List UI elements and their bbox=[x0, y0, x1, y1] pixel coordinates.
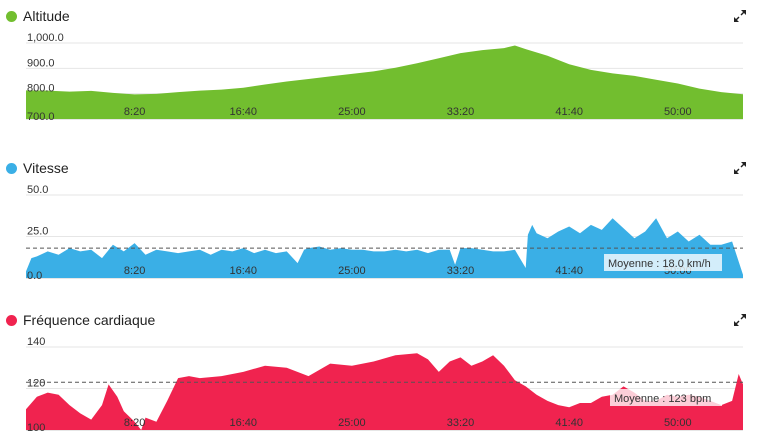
altitude-y-tick-label: 700.0 bbox=[27, 111, 55, 123]
heart-rate-x-tick-label: 16:40 bbox=[230, 417, 258, 429]
heart-rate-area-series[interactable] bbox=[26, 353, 743, 430]
altitude-x-tick-label: 25:00 bbox=[338, 106, 366, 118]
heart-rate-average-label: Moyenne : 123 bpm bbox=[614, 393, 711, 405]
heart-rate-legend-dot[interactable] bbox=[6, 314, 17, 326]
altitude-x-tick-label: 50:00 bbox=[664, 106, 692, 118]
heart-rate-x-tick-label: 50:00 bbox=[664, 417, 692, 429]
expand-icon[interactable] bbox=[733, 161, 747, 175]
heart-rate-y-tick-label: 120 bbox=[27, 378, 45, 390]
heart-rate-chart: 140 120 100 8:20 16:40 25:00 33:20 41:40 50:00 Mo… bbox=[26, 336, 743, 434]
expand-icon[interactable] bbox=[733, 313, 747, 327]
heart-rate-x-tick-label: 25:00 bbox=[338, 417, 366, 429]
altitude-y-tick-label: 1,000.0 bbox=[27, 32, 64, 44]
speed-x-tick-label: 41:40 bbox=[555, 265, 583, 277]
heart-rate-y-tick-label: 140 bbox=[27, 336, 45, 348]
altitude-x-tick-label: 16:40 bbox=[230, 106, 258, 118]
speed-header: Vitesse bbox=[6, 158, 69, 178]
speed-title: Vitesse bbox=[23, 160, 69, 176]
altitude-header: Altitude bbox=[6, 6, 70, 26]
heart-rate-panel: Fréquence cardiaque bbox=[0, 310, 757, 430]
heart-rate-x-tick-label: 8:20 bbox=[124, 417, 145, 429]
heart-rate-x-tick-label: 41:40 bbox=[555, 417, 583, 429]
heart-rate-average-label-box bbox=[610, 389, 722, 406]
speed-y-tick-label: 50.0 bbox=[27, 184, 48, 196]
speed-area-series[interactable] bbox=[26, 218, 743, 278]
altitude-x-tick-label: 41:40 bbox=[555, 106, 583, 118]
altitude-legend-dot[interactable] bbox=[6, 10, 17, 22]
speed-average-label: Moyenne : 18.0 km/h bbox=[608, 258, 711, 270]
altitude-y-tick-label: 800.0 bbox=[27, 83, 55, 95]
heart-rate-x-tick-label: 33:20 bbox=[447, 417, 475, 429]
altitude-title: Altitude bbox=[23, 8, 70, 24]
speed-average-label-box bbox=[604, 254, 722, 271]
speed-x-tick-label: 8:20 bbox=[124, 265, 145, 277]
speed-panel: Vitesse bbox=[0, 158, 757, 278]
heart-rate-title: Fréquence cardiaque bbox=[23, 312, 156, 328]
speed-x-tick-label: 16:40 bbox=[230, 265, 258, 277]
speed-y-tick-label: 0.0 bbox=[27, 270, 42, 282]
speed-chart: 50.025.00.08:2016:4025:0033:2041:4050:00… bbox=[26, 184, 743, 282]
altitude-chart: 1,000.0 900.0 800.0 700.0 8:20 16:40 25:00 33:2… bbox=[26, 32, 743, 123]
altitude-x-tick-label: 33:20 bbox=[447, 106, 475, 118]
speed-legend-dot[interactable] bbox=[6, 162, 17, 174]
altitude-panel: Altitude bbox=[0, 6, 757, 126]
speed-x-tick-label: 33:20 bbox=[447, 265, 475, 277]
altitude-y-tick-label: 900.0 bbox=[27, 57, 55, 69]
altitude-x-tick-label: 8:20 bbox=[124, 106, 145, 118]
heart-rate-header: Fréquence cardiaque bbox=[6, 310, 155, 330]
expand-icon[interactable] bbox=[733, 9, 747, 23]
heart-rate-y-tick-label: 100 bbox=[27, 422, 45, 434]
speed-x-tick-label: 25:00 bbox=[338, 265, 366, 277]
altitude-area-series[interactable] bbox=[26, 45, 743, 120]
speed-y-tick-label: 25.0 bbox=[27, 226, 48, 238]
